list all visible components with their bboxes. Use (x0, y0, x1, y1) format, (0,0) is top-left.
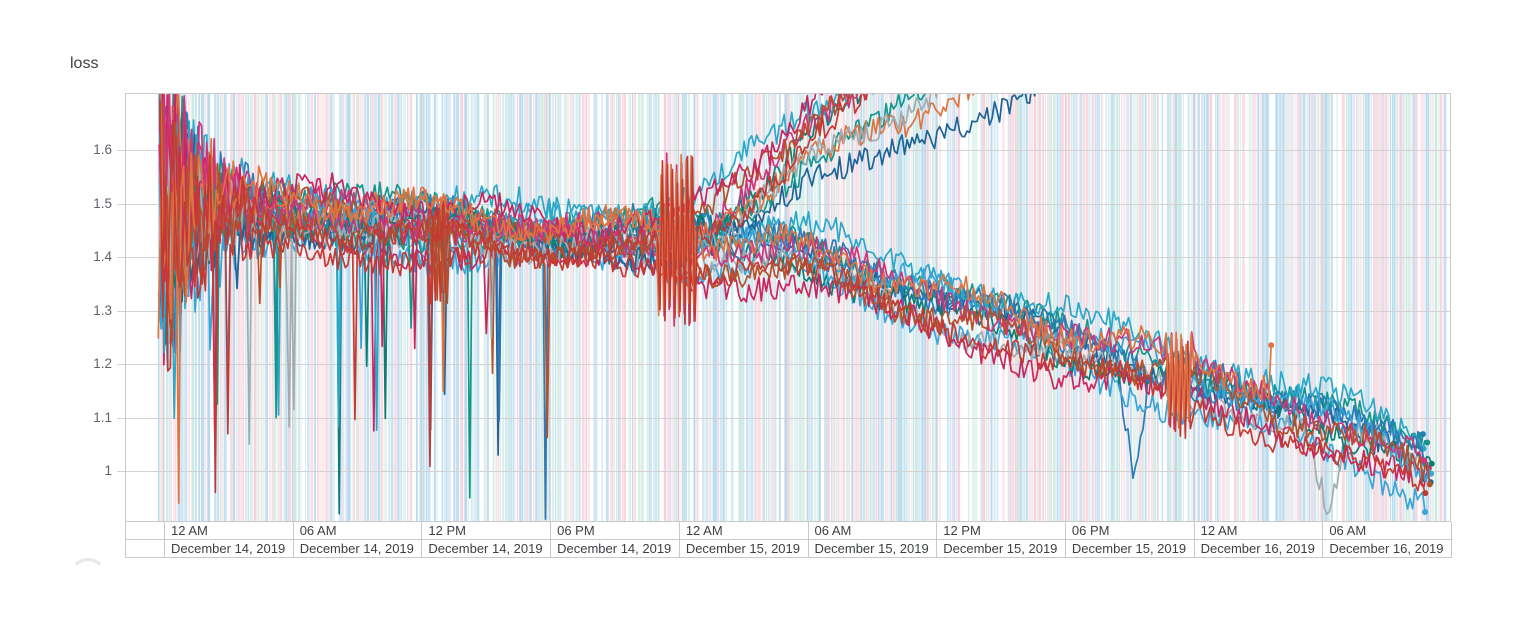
x-time-cell: 12 PM (421, 522, 550, 539)
x-date-cell: December 14, 2019 (421, 540, 550, 557)
y-tick-label: 1.2 (93, 356, 112, 371)
y-tick-mark (117, 310, 125, 312)
x-date-cell: December 16, 2019 (1193, 540, 1323, 557)
y-tick-mark (117, 417, 125, 419)
y-tick-label: 1.3 (93, 302, 112, 318)
x-time-cell: 06 AM (1322, 522, 1451, 539)
partial-circle-button[interactable] (69, 558, 107, 596)
x-axis-stub-cell (126, 522, 164, 539)
y-tick-mark (117, 203, 125, 205)
y-tick-label: 1.5 (93, 195, 112, 211)
x-date-cell: December 14, 2019 (292, 540, 422, 557)
x-axis-time-row: 12 AM 06 AM 12 PM 06 PM 12 AM 06 AM 12 PM 06 PM… (126, 522, 1451, 540)
x-date-cell: December 15, 2019 (678, 540, 808, 557)
x-time-cell: 06 AM (807, 522, 937, 539)
x-axis-date-row: December 14, 2019 December 14, 2019 Decemb… (126, 540, 1451, 558)
x-time-cell: 06 PM (1064, 522, 1194, 539)
x-date-cell: December 16, 2019 (1322, 540, 1451, 557)
x-date-cell: December 14, 2019 (164, 540, 293, 557)
y-tick-label: 1.6 (93, 142, 112, 157)
x-time-cell: 12 AM (164, 522, 293, 539)
x-date-cell: December 14, 2019 (550, 540, 679, 557)
x-time-cell: 12 AM (1193, 522, 1323, 539)
x-date-cell: December 15, 2019 (807, 540, 937, 557)
x-axis-table: 12 AM 06 AM 12 PM 06 PM 12 AM 06 AM 12 PM 06 PM… (125, 522, 1452, 558)
x-date-cell: December 15, 2019 (1064, 540, 1194, 557)
chart-title: loss (70, 55, 99, 72)
x-axis-stub-cell (126, 540, 164, 557)
y-tick-label: 1.4 (93, 249, 112, 264)
y-tick-label: 1.1 (93, 409, 112, 425)
y-tick-mark (117, 364, 125, 365)
x-date-cell: December 15, 2019 (936, 540, 1065, 557)
loss-chart-canvas[interactable] (126, 94, 1450, 521)
x-time-cell: 12 PM (936, 522, 1065, 539)
x-time-cell: 06 PM (550, 522, 679, 539)
x-time-cell: 06 AM (292, 522, 422, 539)
x-time-cell: 12 AM (678, 522, 808, 539)
y-tick-mark (117, 257, 125, 258)
y-tick-label: 1 (104, 463, 112, 478)
plot-area (125, 93, 1451, 522)
y-tick-mark (117, 150, 125, 151)
y-tick-mark (117, 471, 125, 472)
